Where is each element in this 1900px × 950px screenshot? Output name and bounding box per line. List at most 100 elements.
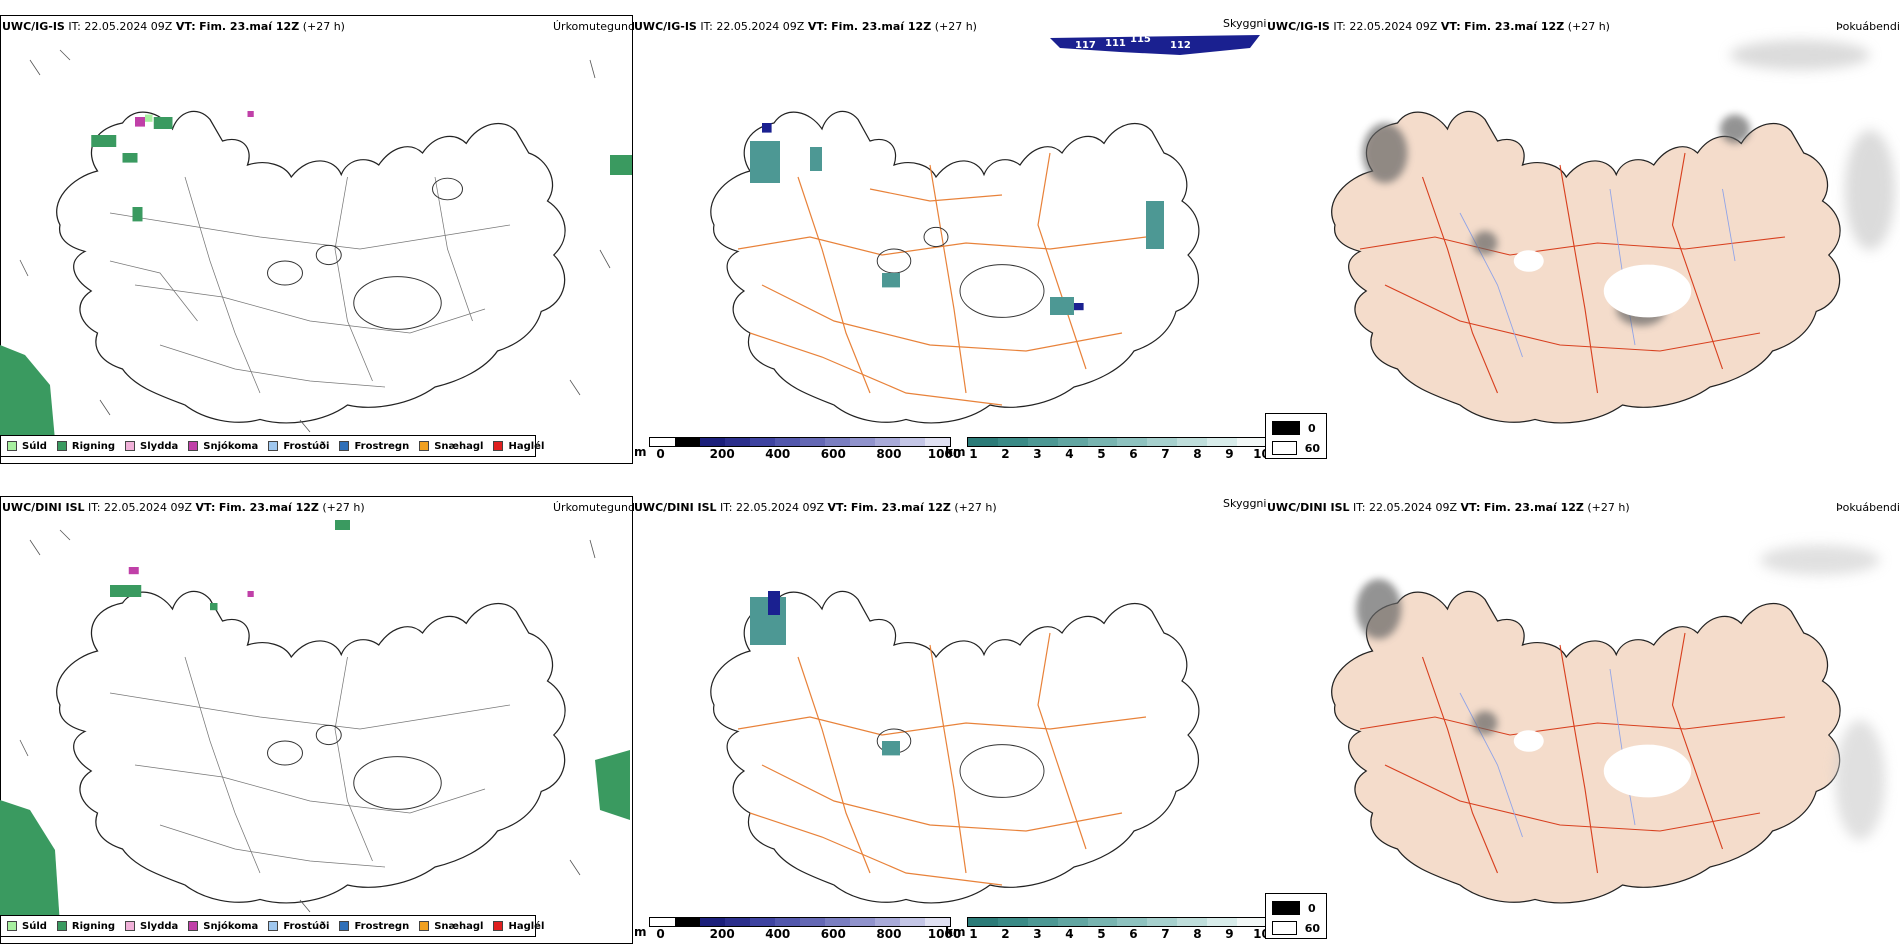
row1-visibility-title: Skyggni: [1223, 17, 1267, 30]
colorbar-tick: 1: [969, 447, 978, 461]
colorbar-tick: 5: [1097, 447, 1106, 461]
colorbar-cell: [749, 918, 775, 926]
legend-swatch: [7, 441, 17, 451]
colorbar-cell: [924, 438, 950, 446]
colorbar-tick: 1000: [927, 927, 962, 941]
colorbar-tick: 1: [969, 927, 978, 941]
svg-text:115: 115: [1130, 34, 1151, 45]
row2-cloud-map: [1331, 579, 1841, 904]
legend-swatch: [268, 921, 279, 931]
row2-header-precip: UWC/DINI ISL IT: 22.05.2024 09Z VT: Fim.…: [2, 501, 365, 514]
colorbar-cell: [774, 918, 800, 926]
legend-swatch: [419, 921, 430, 931]
row1-fog-legend: 0 60: [1265, 413, 1327, 459]
row1-precip-title: Úrkomutegund: [553, 20, 635, 33]
colorbar-cell: [799, 438, 825, 446]
colorbar-cell: [1117, 918, 1148, 926]
legend-item-slydda: Slydda: [125, 441, 178, 452]
colorbar-cell: [998, 918, 1029, 926]
colorbar-cell: [649, 438, 675, 446]
legend-label: Haglél: [508, 440, 545, 452]
row1-wind-barbs: [19, 49, 611, 433]
legend-item-súld: Súld: [7, 921, 47, 932]
colorbar-tick: 2: [1001, 447, 1010, 461]
colorbar-tick: 7: [1161, 447, 1170, 461]
legend-label: Rigning: [71, 440, 116, 452]
colorbar-tick: 600: [820, 447, 846, 461]
colorbar-tick: 8: [1193, 447, 1202, 461]
legend-label: Snæhagl: [434, 920, 484, 932]
row2-precip-map: [56, 567, 566, 904]
colorbar-cell: [899, 918, 925, 926]
legend-item-rigning: Rigning: [56, 440, 116, 452]
legend-item-haglél: Haglél: [493, 921, 544, 932]
colorbar-cell: [899, 438, 925, 446]
colorbar-tick: 0: [656, 927, 665, 941]
colorbar-cell: [1236, 438, 1267, 446]
colorbar-tick: 5: [1097, 927, 1106, 941]
colorbar-cell: [1147, 438, 1178, 446]
legend-swatch: [125, 441, 136, 451]
colorbar-cell: [799, 918, 825, 926]
colorbar-cell: [1028, 918, 1058, 926]
row2-fog-legend: 0 60: [1265, 893, 1327, 939]
colorbar-tick: 200: [709, 927, 735, 941]
row2-wind-barbs: [19, 529, 596, 913]
colorbar-cell: [1087, 438, 1118, 446]
row1-precip-coastal-rain: [0, 155, 632, 440]
row1-visibility-map: [710, 110, 1200, 424]
row2-cloud-title: Þokuábendi: [1836, 501, 1900, 514]
fog-legend-row: 60: [1272, 438, 1320, 458]
legend-swatch: [339, 921, 350, 931]
row1-vis-m-colorbar: m 0 200 400 600 800 1000: [634, 437, 961, 461]
legend-swatch: [493, 921, 504, 931]
colorbar-cell: [749, 438, 775, 446]
row1-cloud-map: [1331, 110, 1841, 424]
legend-item-snæhagl: Snæhagl: [419, 441, 483, 452]
colorbar-tick: 200: [709, 447, 735, 461]
colorbar-tick: 3: [1033, 927, 1042, 941]
row2-precip-coastal-rain: [0, 520, 630, 925]
colorbar-cell: [1057, 438, 1088, 446]
row2-precip-title: Úrkomutegund: [553, 501, 635, 514]
legend-label: Rigning: [71, 920, 116, 932]
row1-vis-km-colorbar: km 1 2 3 4 5 6 7 8 9 10: [945, 437, 1270, 461]
fog-legend-row: 0: [1272, 898, 1320, 918]
legend-item-snæhagl: Snæhagl: [419, 921, 483, 932]
colorbar-cell: [1028, 438, 1058, 446]
svg-text:111: 111: [1105, 38, 1126, 49]
colorbar-cell: [924, 918, 950, 926]
row1-precip-map: [56, 110, 566, 424]
colorbar-cell: [1117, 438, 1148, 446]
legend-label: Snjókoma: [203, 440, 259, 452]
colorbar-tick: 3: [1033, 447, 1042, 461]
legend-item-frostregn: Frostregn: [339, 921, 409, 932]
colorbar-cell: [699, 918, 725, 926]
legend-item-rigning: Rigning: [56, 920, 116, 932]
colorbar-cell: [824, 918, 850, 926]
fog-legend-row: 60: [1272, 918, 1320, 938]
legend-item-snjókoma: Snjókoma: [188, 441, 258, 452]
colorbar-tick: 6: [1129, 447, 1138, 461]
colorbar-cell: [874, 438, 900, 446]
legend-item-frostregn: Frostregn: [339, 441, 409, 452]
colorbar-cell: [824, 438, 850, 446]
colorbar-cell: [649, 918, 675, 926]
legend-swatch: [339, 441, 350, 451]
colorbar-tick: 1000: [927, 447, 962, 461]
row2-precip-map-frame: [0, 496, 633, 944]
row2-header-visibility: UWC/DINI ISL IT: 22.05.2024 09Z VT: Fim.…: [634, 501, 997, 514]
legend-swatch: [268, 441, 279, 451]
legend-item-frostúði: Frostúði: [268, 921, 329, 932]
colorbar-tick: 400: [765, 927, 791, 941]
row1-vis-topband: [1050, 35, 1260, 55]
colorbar-cell: [1236, 918, 1267, 926]
colorbar-tick: 9: [1225, 927, 1234, 941]
colorbar-tick: 4: [1065, 447, 1074, 461]
row1-cloud-title: Þokuábendi: [1836, 20, 1900, 33]
row2-visibility-title: Skyggni: [1223, 497, 1267, 510]
legend-label: Frostregn: [354, 440, 410, 452]
legend-swatch: [493, 441, 504, 451]
colorbar-cell: [1177, 438, 1207, 446]
legend-swatch: [56, 921, 67, 931]
